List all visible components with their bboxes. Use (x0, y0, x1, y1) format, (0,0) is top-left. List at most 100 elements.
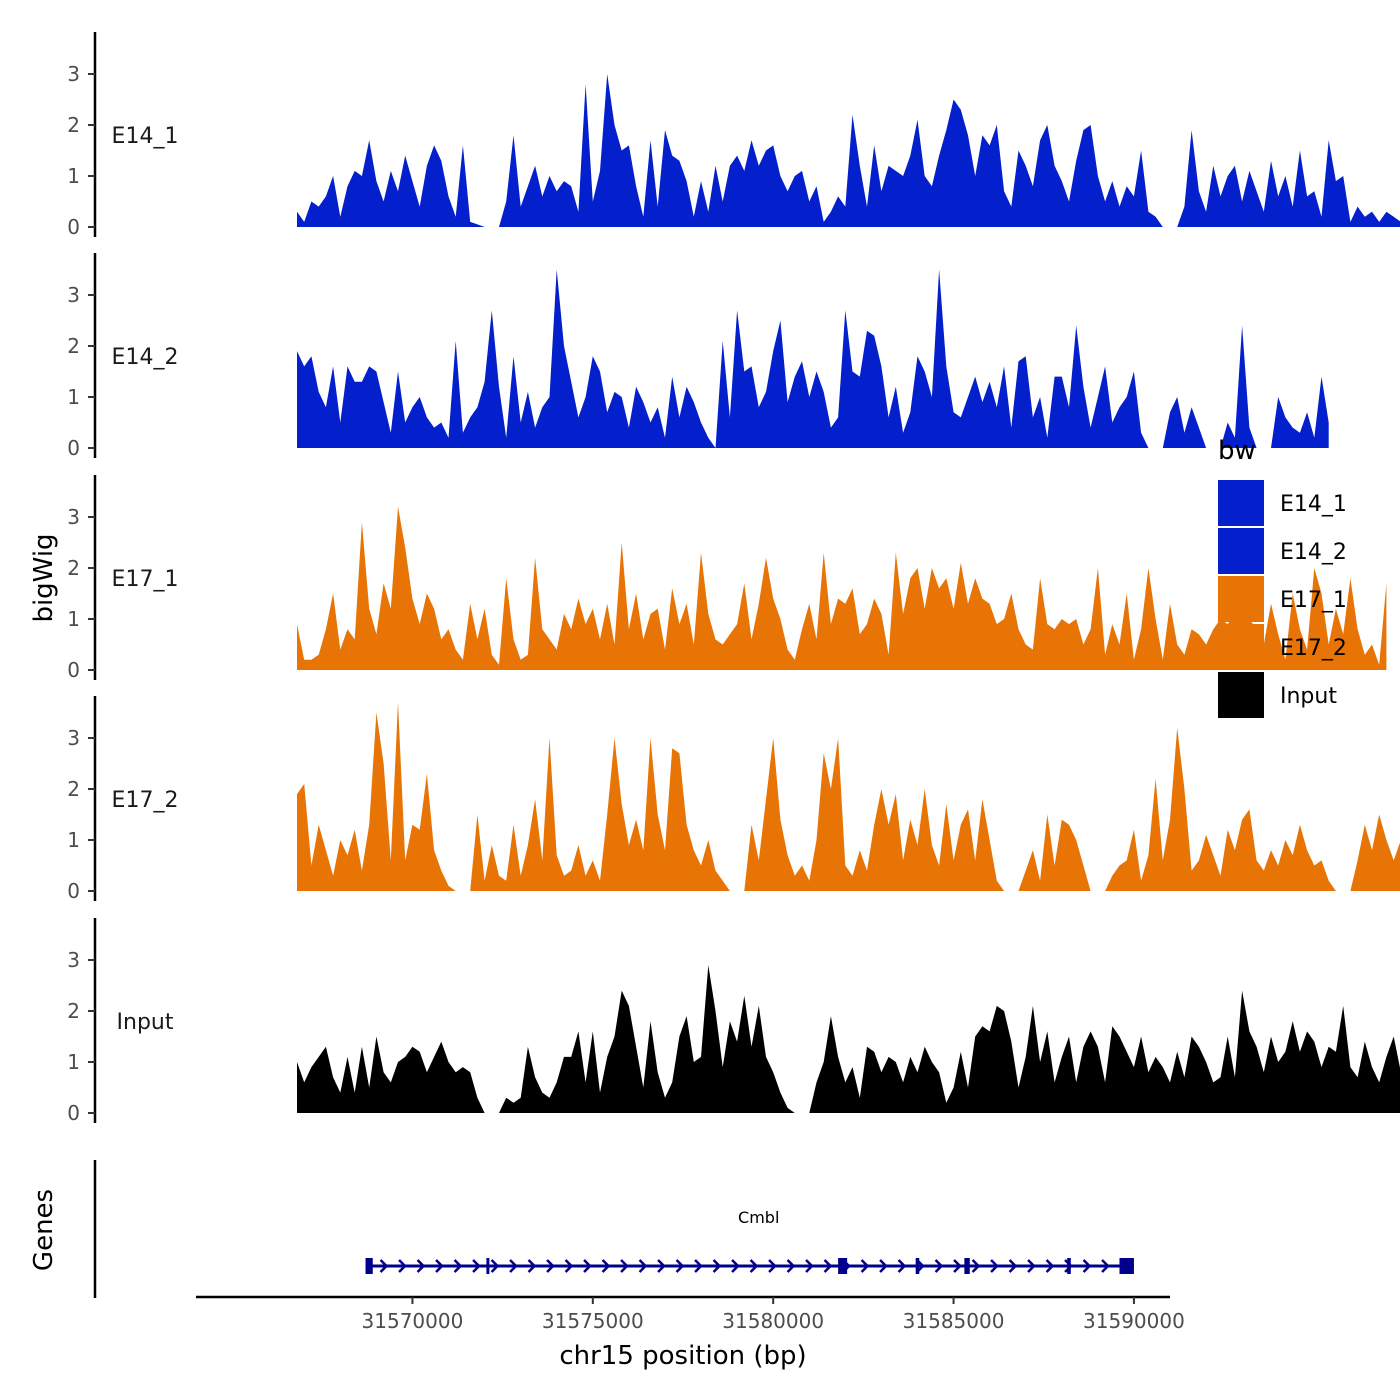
legend-label: E14_2 (1280, 540, 1347, 565)
legend-label: E14_1 (1280, 492, 1347, 517)
legend-swatch (1218, 672, 1264, 718)
strand-arrow (620, 1259, 629, 1273)
signal-area-E17_2 (744, 738, 1005, 891)
y-tick-label: 0 (67, 879, 80, 903)
exon (964, 1258, 970, 1274)
strand-arrow (379, 1259, 389, 1273)
strand-arrow (805, 1259, 814, 1273)
strand-arrow (583, 1259, 592, 1273)
y-tick-label: 3 (67, 726, 80, 750)
gene-Cmbl: Cmbl (365, 1208, 1134, 1274)
y-tick-label: 2 (67, 556, 80, 580)
signal-area-E17_2 (1350, 814, 1400, 891)
x-tick-label: 31585000 (903, 1309, 1005, 1333)
y-tick-label: 0 (67, 215, 80, 239)
legend-item-E14_2: E14_2 (1218, 528, 1347, 574)
strand-arrow (398, 1259, 407, 1273)
y-tick-label: 2 (67, 999, 80, 1023)
legend-title: bw (1218, 436, 1256, 466)
track-E17_2: 0 1 2 3 E17_2 (67, 696, 1400, 903)
strand-arrow (472, 1259, 481, 1273)
y-tick-label: 1 (67, 385, 80, 409)
bigwig-tracks: 0 1 2 3 E14_1 0 1 2 3 E14_2 0 1 2 3 E17_1 0 1 2 3 E17_2 0 1 2 3… (67, 32, 1400, 1125)
strand-arrow (638, 1259, 648, 1273)
legend-item-E17_2: E17_2 (1218, 624, 1347, 670)
signal-area-E17_2 (297, 702, 456, 891)
signal-area-E17_2 (470, 738, 730, 891)
strand-arrow (971, 1259, 981, 1273)
y-axis-title: bigWig (29, 533, 59, 622)
y-tick-label: 1 (67, 607, 80, 631)
x-tick-label: 31590000 (1083, 1309, 1185, 1333)
x-tick-label: 31575000 (542, 1309, 644, 1333)
legend-label: E17_2 (1280, 636, 1347, 661)
exon (1119, 1258, 1134, 1274)
strand-arrow (1064, 1259, 1073, 1273)
legend-swatch (1218, 480, 1264, 526)
track-label: E17_1 (112, 567, 179, 592)
y-tick-label: 2 (67, 777, 80, 801)
strand-arrow (1101, 1259, 1110, 1273)
legend-swatch (1218, 576, 1264, 622)
legend-swatch (1218, 624, 1264, 670)
strand-arrow (786, 1259, 796, 1273)
strand-arrow (601, 1259, 611, 1273)
signal-area-E14_1 (1177, 130, 1400, 227)
y-tick-label: 0 (67, 1101, 80, 1125)
legend-item-E14_1: E14_1 (1218, 480, 1347, 526)
gene-label: Cmbl (738, 1208, 779, 1227)
signal-area-E17_2 (1018, 814, 1091, 891)
signal-area-E14_2 (297, 269, 1149, 448)
track-label: E14_2 (112, 345, 179, 370)
strand-arrow (860, 1259, 870, 1273)
strand-arrow (731, 1259, 740, 1273)
signal-area-E17_1 (297, 506, 1387, 670)
signal-area-Input (809, 990, 1400, 1113)
track-E14_2: 0 1 2 3 E14_2 (67, 253, 1329, 460)
strand-arrow (1027, 1259, 1036, 1273)
strand-arrow (990, 1259, 999, 1273)
legend: bw E14_1 E14_2 E17_1 E17_2 Input (1218, 436, 1347, 718)
gene-track: Cmbl (93, 1160, 1134, 1298)
track-label: E14_1 (112, 124, 179, 149)
exon (486, 1258, 490, 1274)
strand-arrow (527, 1259, 537, 1273)
strand-arrow (675, 1259, 685, 1273)
strand-arrow (749, 1259, 759, 1273)
y-tick-label: 3 (67, 505, 80, 529)
signal-area-E17_2 (1105, 727, 1336, 891)
strand-arrow (564, 1259, 574, 1273)
y-tick-label: 0 (67, 436, 80, 460)
strand-arrow (823, 1259, 833, 1273)
strand-arrow (768, 1259, 777, 1273)
strand-arrow (879, 1259, 888, 1273)
x-axis: 31570000 31575000 31580000 31585000 31590000 (196, 1295, 1185, 1333)
y-tick-label: 3 (67, 283, 80, 307)
strand-arrow (546, 1259, 555, 1273)
signal-area-E14_2 (1162, 397, 1207, 448)
legend-item-Input: Input (1218, 672, 1337, 718)
x-tick-label: 31570000 (362, 1309, 464, 1333)
y-tick-label: 3 (67, 948, 80, 972)
y-tick-label: 3 (67, 62, 80, 86)
y-tick-label: 1 (67, 828, 80, 852)
signal-area-Input (499, 965, 795, 1113)
strand-arrow (1045, 1259, 1055, 1273)
exon (1067, 1258, 1071, 1274)
legend-swatch (1218, 528, 1264, 574)
strand-arrow (435, 1259, 444, 1273)
track-E14_1: 0 1 2 3 E14_1 (67, 32, 1400, 239)
strand-arrow (1008, 1259, 1018, 1273)
track-Input: 0 1 2 3 Input (67, 918, 1400, 1125)
x-tick-label: 31580000 (722, 1309, 824, 1333)
y-tick-label: 1 (67, 1050, 80, 1074)
track-label: Input (117, 1010, 174, 1035)
strand-arrow (897, 1259, 907, 1273)
strand-arrow (712, 1259, 722, 1273)
strand-arrow (657, 1259, 666, 1273)
legend-item-E17_1: E17_1 (1218, 576, 1347, 622)
signal-area-E14_2 (1220, 325, 1257, 448)
y-tick-label: 0 (67, 658, 80, 682)
y-tick-label: 2 (67, 113, 80, 137)
exon (365, 1258, 373, 1274)
